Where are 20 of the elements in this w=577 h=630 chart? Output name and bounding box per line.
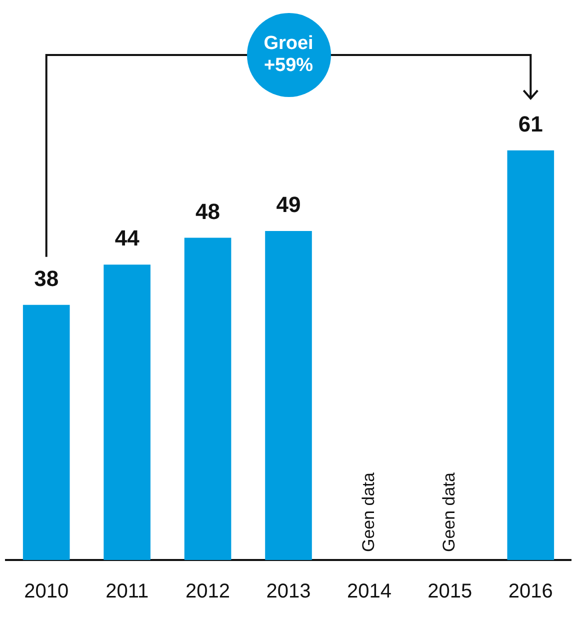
x-tick-label: 2015 — [428, 580, 472, 603]
data-label: 38 — [34, 266, 59, 291]
bar — [104, 264, 150, 560]
x-tick-label: 2016 — [508, 580, 553, 603]
x-tick-label: 2011 — [106, 580, 149, 603]
data-label: 61 — [518, 111, 543, 136]
data-label: 49 — [276, 192, 301, 218]
data-label: 48 — [196, 198, 220, 224]
annotation: Geen data — [440, 472, 459, 552]
text: Groei +59% — [246, 13, 330, 97]
bar — [507, 150, 554, 560]
bar — [184, 238, 232, 560]
x-tick-label: 2013 — [266, 580, 311, 603]
bar — [22, 304, 70, 560]
annotation: Geen data — [358, 472, 378, 552]
x-tick-label: 2014 — [346, 580, 392, 603]
x-tick-label: 2012 — [186, 580, 230, 603]
data-label: 44 — [114, 226, 140, 251]
x-tick-label: 2010 — [24, 580, 69, 603]
bar — [265, 231, 312, 560]
